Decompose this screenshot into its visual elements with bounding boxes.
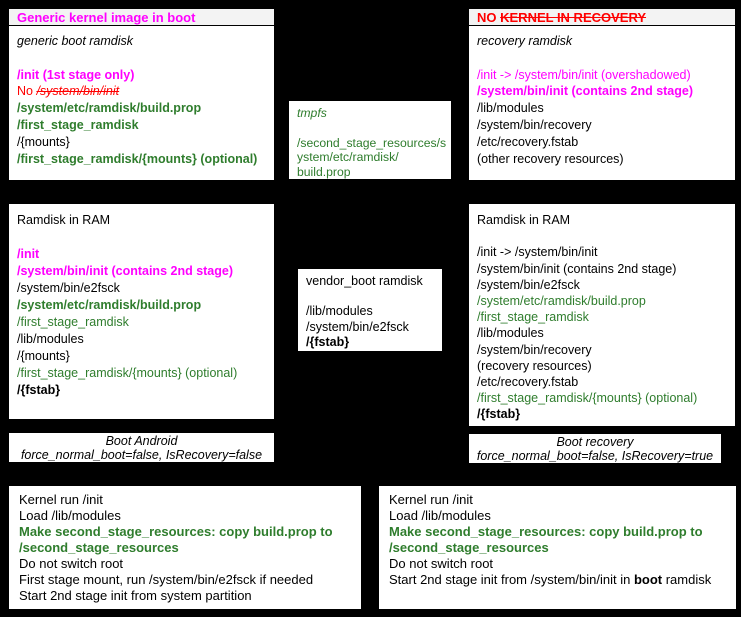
text-line: /init (1st stage only) [17, 67, 135, 82]
text-line: /init [17, 247, 40, 261]
text-line: Start 2nd stage init from /system/bin/in… [389, 572, 712, 587]
text-line: /init -> /system/bin/init [477, 245, 598, 260]
text-line: /system/bin/init (contains 2nd stage) [17, 264, 234, 278]
text-line: force_normal_boot=false, IsRecovery=fals… [20, 448, 263, 463]
text-line: Do not switch root [19, 556, 124, 571]
text-line: /first_stage_ramdisk/{mounts} (optional) [17, 151, 258, 166]
text-line: First stage mount, run /system/bin/e2fsc… [19, 572, 314, 587]
text-line: Load /lib/modules [19, 508, 121, 523]
text-line: Boot recovery [556, 435, 634, 449]
text-line: /first_stage_ramdisk [17, 117, 139, 132]
text-line: /system/bin/init (contains 2nd stage) [477, 84, 694, 99]
generic-boot-ramdisk-box: generic boot ramdisk /init (1st stage on… [8, 25, 275, 181]
no-kernel-in-recovery-header: NO KERNEL IN RECOVERY [468, 8, 736, 26]
boot-recovery-label: Boot recovery force_normal_boot=false, Is… [468, 433, 722, 464]
text-line: Start 2nd stage init from system partiti… [19, 588, 252, 603]
text-line: NO KERNEL IN RECOVERY [477, 9, 647, 25]
ramdisk-in-ram-boot-box: Ramdisk in RAM /init/system/bin/init (co… [8, 203, 275, 420]
text-line: build.prop [297, 165, 351, 180]
text-line: recovery ramdisk [477, 34, 573, 48]
text-line: /{fstab} [306, 334, 350, 349]
text-line: Kernel run /init [19, 492, 103, 507]
text-line: /{mounts} [17, 134, 70, 149]
text-line [297, 121, 447, 136]
text-line: /system/bin/e2fsck [17, 281, 120, 295]
text-line: /system/bin/e2fsck [477, 277, 580, 292]
text-line: /etc/recovery.fstab [477, 134, 579, 149]
vendor-boot-ramdisk-box: vendor_boot ramdisk /lib/modules/system/… [297, 268, 443, 352]
text-line: /system/bin/e2fsck [306, 319, 409, 334]
text-line: /first_stage_ramdisk/{mounts} (optional) [17, 366, 238, 380]
text-line: Boot Android [105, 434, 178, 448]
text-line: /{mounts} [17, 349, 70, 363]
text-line: vendor_boot ramdisk [306, 274, 423, 288]
kernel-steps-recovery-box: Kernel run /init Load /lib/modules Make se… [378, 485, 737, 610]
text-line: /etc/recovery.fstab [477, 375, 579, 390]
text-line: /lib/modules [477, 101, 544, 116]
text-line: No /system/bin/init [17, 84, 120, 99]
text-line: (other recovery resources) [477, 151, 624, 166]
text-line: /{fstab} [17, 383, 61, 397]
text-line: /system/bin/init (contains 2nd stage) [477, 261, 677, 276]
text-line: Make second_stage_resources: copy build.… [19, 524, 333, 539]
text-line: Kernel run /init [389, 492, 473, 507]
text-line [477, 50, 731, 67]
text-line: /lib/modules [306, 304, 373, 319]
kernel-steps-android-box: Kernel run /init Load /lib/modules Make se… [8, 485, 362, 610]
text-line: /system/etc/ramdisk/build.prop [477, 294, 646, 309]
text-line: /second_stage_resources/s [297, 135, 447, 150]
text-line: /system/etc/ramdisk/build.prop [17, 101, 202, 116]
text-line: /system/bin/recovery [477, 342, 592, 357]
text-line: ystem/etc/ramdisk/ [297, 150, 399, 165]
text-line: /lib/modules [477, 326, 544, 341]
text-line: force_normal_boot=false, IsRecovery=true [476, 449, 714, 464]
text-line [306, 289, 438, 304]
tmpfs-box: tmpfs /second_stage_resources/s ystem/etc… [288, 100, 452, 180]
boot-android-label: Boot Android force_normal_boot=false, IsR… [8, 432, 275, 463]
recovery-ramdisk-box: recovery ramdisk /init -> /system/bin/in… [468, 25, 736, 181]
text-line: Ramdisk in RAM [477, 213, 571, 227]
text-line: Ramdisk in RAM [17, 213, 111, 227]
ramdisk-in-ram-recovery-box: Ramdisk in RAM /init -> /system/bin/init… [468, 203, 736, 427]
text-line: (recovery resources) [477, 358, 592, 373]
text-line [17, 50, 270, 67]
text-line: /first_stage_ramdisk/{mounts} (optional) [477, 391, 698, 406]
text-line: Do not switch root [389, 556, 494, 571]
text-line [477, 228, 731, 244]
text-line: tmpfs [297, 106, 327, 120]
text-line: Make second_stage_resources: copy build.… [389, 524, 703, 539]
text-line: /second_stage_resources [19, 540, 179, 555]
text-line: /init -> /system/bin/init (overshadowed) [477, 67, 691, 82]
text-line: /system/bin/recovery [477, 117, 592, 132]
text-line [17, 229, 270, 246]
text-line: /{fstab} [477, 407, 521, 422]
text-line: Load /lib/modules [389, 508, 491, 523]
text-line: Generic kernel image in boot [17, 9, 196, 25]
text-line: /first_stage_ramdisk [17, 315, 129, 329]
text-line: /first_stage_ramdisk [477, 310, 589, 325]
generic-kernel-header: Generic kernel image in boot [8, 8, 275, 26]
text-line: /lib/modules [17, 332, 84, 346]
text-line: /second_stage_resources [389, 540, 549, 555]
text-line: /system/etc/ramdisk/build.prop [17, 298, 202, 312]
text-line: generic boot ramdisk [17, 34, 134, 48]
